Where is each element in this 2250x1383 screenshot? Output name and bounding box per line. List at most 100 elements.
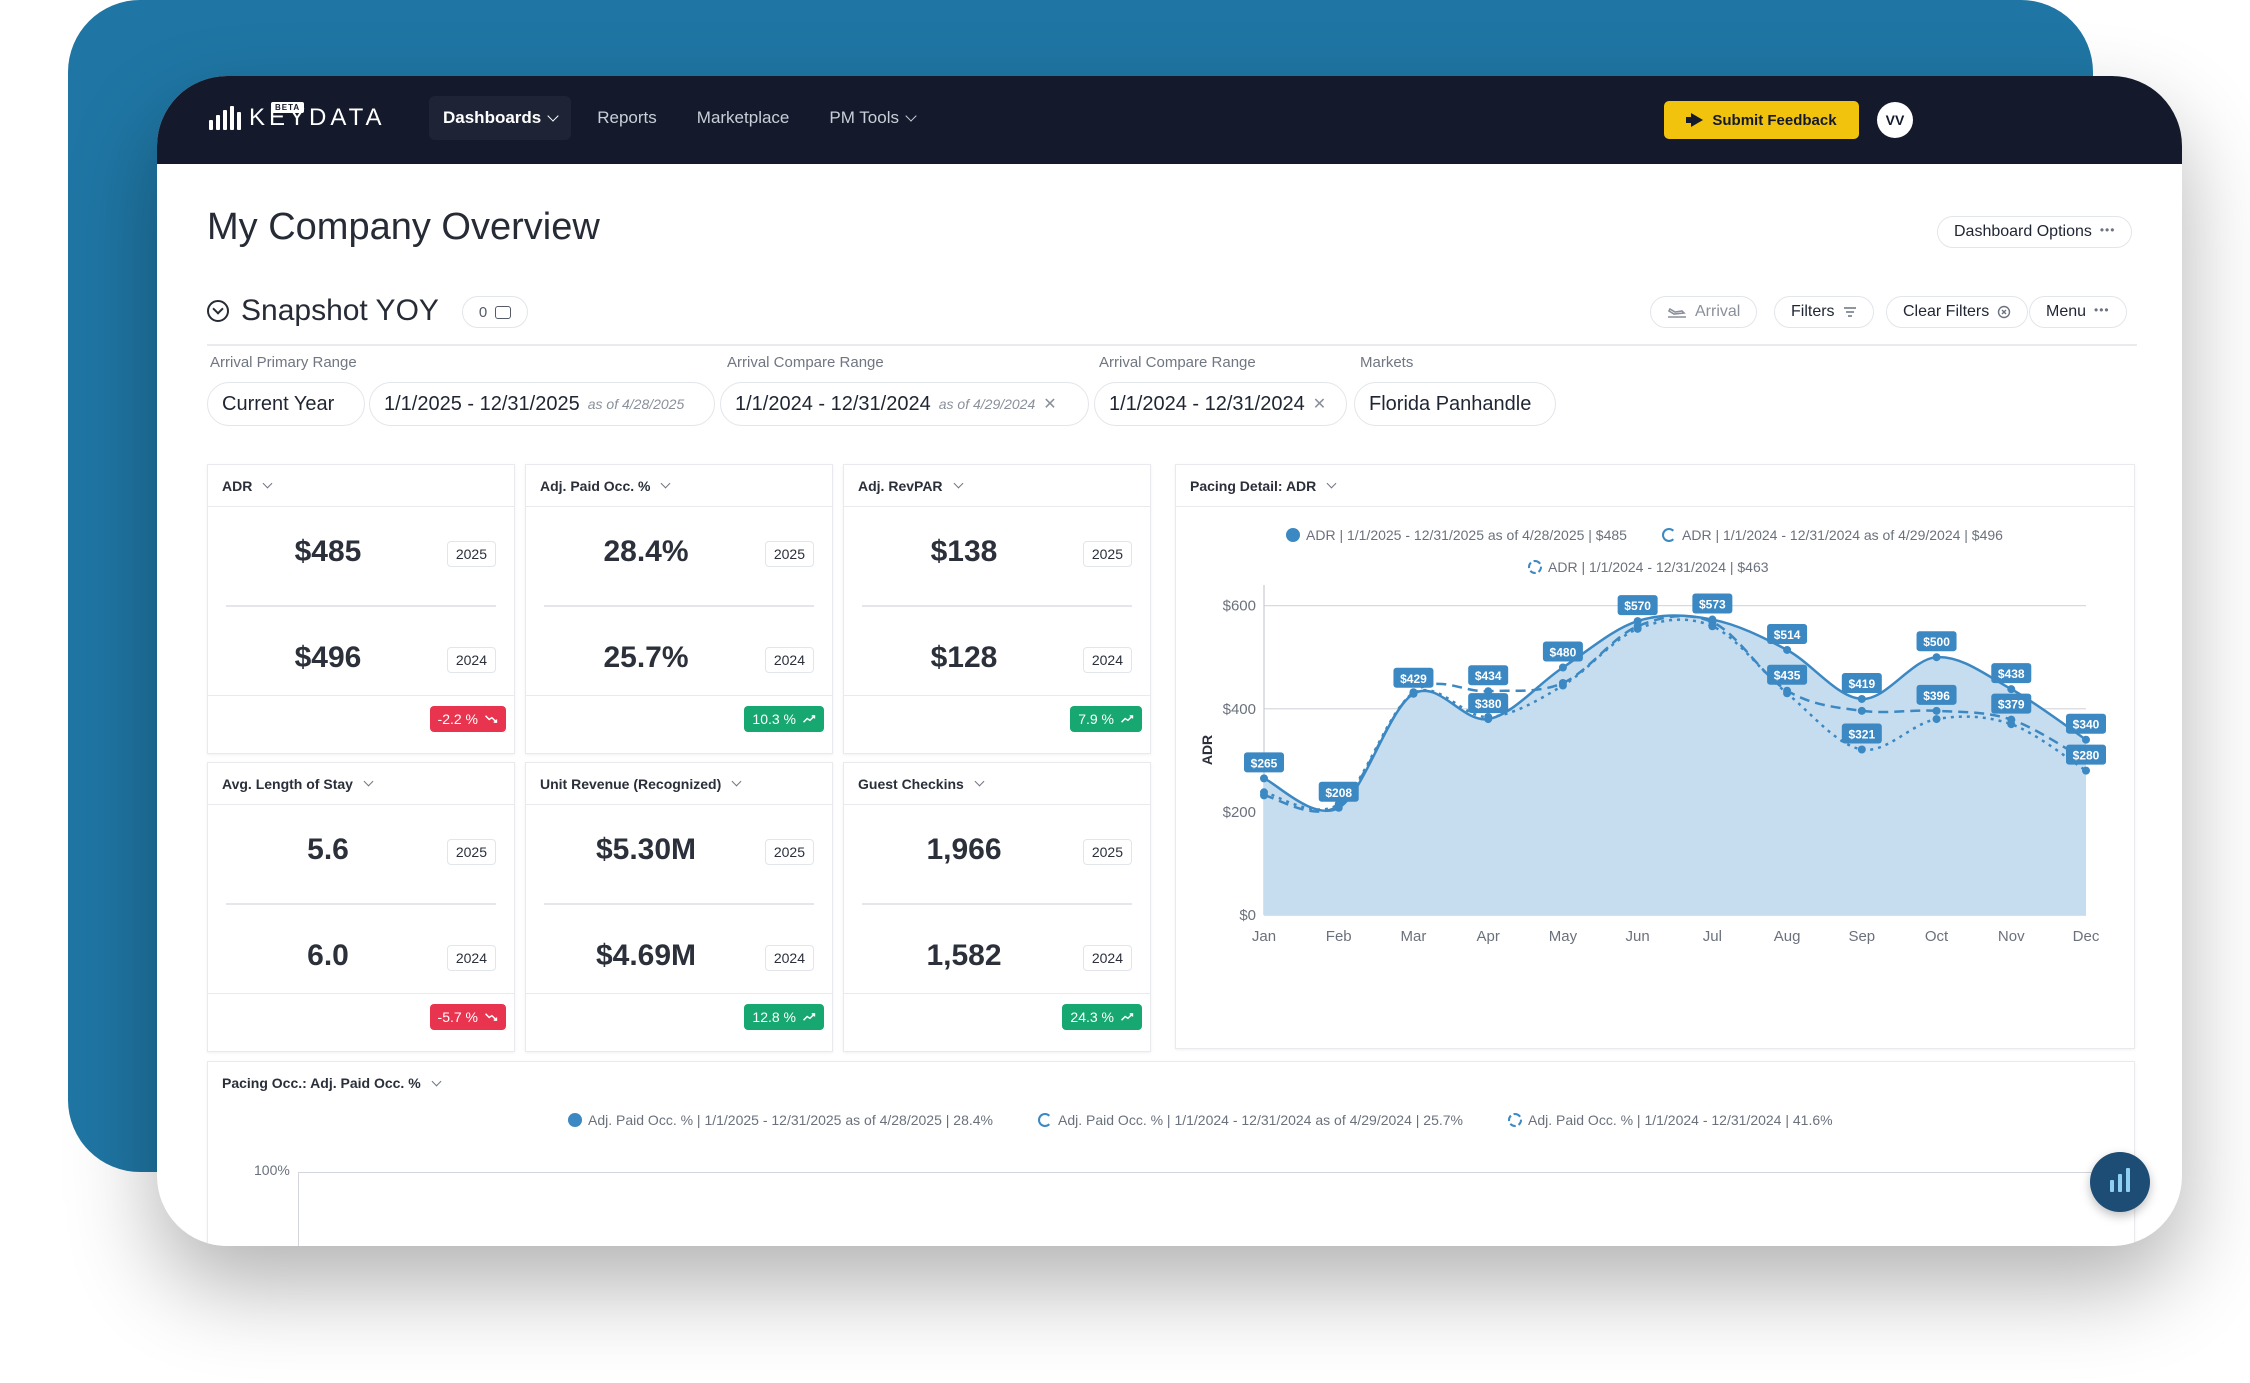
kpi-prior-year: 2024 [764,647,814,673]
x-tick-label: Jun [1626,928,1650,945]
nav-pm-tools[interactable]: PM Tools [815,96,929,140]
comments-button[interactable]: 0 [462,296,528,328]
kpi-current-value: $138 [930,535,998,568]
occ-legend-item-3[interactable]: Adj. Paid Occ. % | 1/1/2024 - 12/31/2024… [1508,1112,1833,1128]
kpi-title: Adj. Paid Occ. % [540,477,651,494]
dashboard-options-button[interactable]: Dashboard Options ••• [1937,216,2133,248]
kpi-prior-year: 2024 [446,647,496,673]
occ-legend-item-2[interactable]: Adj. Paid Occ. % | 1/1/2024 - 12/31/2024… [1038,1112,1463,1128]
kpi-card-header[interactable]: Adj. Paid Occ. % [526,465,832,507]
kpi-current-year: 2025 [764,839,814,865]
kpi-delta-value: 24.3 % [1070,1009,1114,1025]
chevron-down-icon [262,478,273,489]
chat-fab-button[interactable] [2090,1152,2150,1212]
primary-range-chip[interactable]: 1/1/2025 - 12/31/2025 as of 4/28/2025 [369,382,715,426]
submit-feedback-button[interactable]: Submit Feedback [1664,101,1859,139]
x-tick-label: Oct [1925,928,1949,945]
data-label: $434 [1475,669,1502,683]
kpi-current-year: 2025 [1082,541,1132,567]
kpi-card: Adj. Paid Occ. % 28.4% 2025 25.7% 2024 10.3 % [525,464,833,754]
nav-dashboards[interactable]: Dashboards [429,96,572,140]
kpi-prior-row: 1,582 2024 [844,911,1150,1001]
data-label: $380 [1475,697,1502,711]
nav-pm-tools-label: PM Tools [829,108,899,127]
kpi-card-header[interactable]: Guest Checkins [844,763,1150,805]
remove-x-icon[interactable]: ✕ [1312,396,1327,413]
data-label: $429 [1400,672,1427,686]
primary-preset-chip[interactable]: Current Year [207,382,365,426]
chevron-down-icon [431,1076,442,1086]
occ-legend-label-1: Adj. Paid Occ. % | 1/1/2025 - 12/31/2025… [588,1112,993,1128]
data-label: $340 [2073,718,2100,732]
kpi-prior-row: $4.69M 2024 [526,911,832,1001]
legend-label-1: ADR | 1/1/2025 - 12/31/2025 as of 4/28/2… [1306,527,1627,543]
kpi-card-header[interactable]: Unit Revenue (Recognized) [526,763,832,805]
data-label-box [1617,595,1658,616]
clear-filters-button[interactable]: Clear Filters [1886,296,2029,328]
nav-reports-label: Reports [597,108,657,127]
arrival-button[interactable]: Arrival [1650,296,1758,328]
filters-button[interactable]: Filters [1774,296,1874,328]
compare-range-label-1: Arrival Compare Range [727,354,884,371]
kpi-card-header[interactable]: ADR [208,465,514,507]
data-label: $419 [1848,677,1875,691]
section-title[interactable]: Snapshot YOY [207,294,439,328]
kpi-prior-year: 2024 [1082,945,1132,971]
pacing-adr-header[interactable]: Pacing Detail: ADR [1176,465,2134,507]
kpi-prior-value: 1,582 [926,939,1002,972]
pacing-occ-header[interactable]: Pacing Occ.: Adj. Paid Occ. % [208,1062,2134,1104]
comment-count: 0 [478,303,488,321]
compare-range-chip-2[interactable]: 1/1/2024 - 12/31/2024 ✕ [1094,382,1347,426]
kpi-prior-value: $4.69M [595,939,697,972]
nav-reports[interactable]: Reports [583,96,671,140]
kpi-current-year: 2025 [446,541,496,567]
kpi-card: Adj. RevPAR $138 2025 $128 2024 7.9 % [843,464,1151,754]
legend-item-2[interactable]: ADR | 1/1/2024 - 12/31/2024 as of 4/29/2… [1662,527,2003,543]
kpi-current-row: 28.4% 2025 [526,507,832,597]
data-label-box [1767,664,1808,685]
legend-item-3[interactable]: ADR | 1/1/2024 - 12/31/2024 | $463 [1528,559,1769,575]
pacing-occ-title: Pacing Occ.: Adj. Paid Occ. % [222,1075,421,1091]
kpi-separator [862,605,1132,607]
chevron-down-icon [953,478,963,489]
data-label: $208 [1325,786,1352,800]
legend-dashed-ring-icon [1528,560,1542,574]
kpi-delta-value: 12.8 % [752,1009,796,1025]
compare-range-chip-1[interactable]: 1/1/2024 - 12/31/2024 as of 4/29/2024 ✕ [720,382,1089,426]
kpi-title: Adj. RevPAR [858,477,943,494]
series-point [1558,663,1567,672]
data-label-box [1393,667,1434,688]
menu-button[interactable]: Menu ••• [2029,296,2127,328]
kpi-prior-year: 2024 [1082,647,1132,673]
kpi-delta-badge: -5.7 % [429,1004,506,1030]
x-tick-label: Jan [1252,928,1276,945]
markets-chip[interactable]: Florida Panhandle [1354,382,1556,426]
logo-icon [209,106,241,130]
y-tick-label: $200 [1223,804,1256,821]
x-tick-label: Jul [1703,928,1722,945]
compare-asof-1: as of 4/29/2024 [938,396,1036,412]
kpi-footer: -5.7 % [208,993,514,1051]
filters-label: Filters [1791,303,1835,320]
compare-range-value-2: 1/1/2024 - 12/31/2024 [1109,392,1305,415]
nav-marketplace-label: Marketplace [696,108,790,127]
pacing-occ-card: Pacing Occ.: Adj. Paid Occ. % Adj. Paid … [207,1061,2135,1246]
legend-item-1[interactable]: ADR | 1/1/2025 - 12/31/2025 as of 4/28/2… [1286,527,1627,543]
data-label: $379 [1998,698,2025,712]
kpi-prior-year: 2024 [446,945,496,971]
user-avatar[interactable]: VV [1877,102,1913,138]
data-label-box [1692,593,1733,614]
kpi-delta-badge: 12.8 % [744,1004,824,1030]
kpi-current-row: $138 2025 [844,507,1150,597]
trend-up-icon [803,1013,816,1021]
occ-legend-item-1[interactable]: Adj. Paid Occ. % | 1/1/2025 - 12/31/2025… [568,1112,993,1128]
kpi-card-header[interactable]: Avg. Length of Stay [208,763,514,805]
markets-value: Florida Panhandle [1369,392,1532,415]
x-tick-label: Feb [1326,928,1352,945]
kpi-card: Guest Checkins 1,966 2025 1,582 2024 24.3 % [843,762,1151,1052]
kpi-card-header[interactable]: Adj. RevPAR [844,465,1150,507]
kpi-card: Avg. Length of Stay 5.6 2025 6.0 2024 -5.7 % [207,762,515,1052]
remove-x-icon[interactable]: ✕ [1043,396,1057,413]
nav-marketplace[interactable]: Marketplace [683,96,804,140]
kpi-delta-value: -2.2 % [437,711,478,727]
